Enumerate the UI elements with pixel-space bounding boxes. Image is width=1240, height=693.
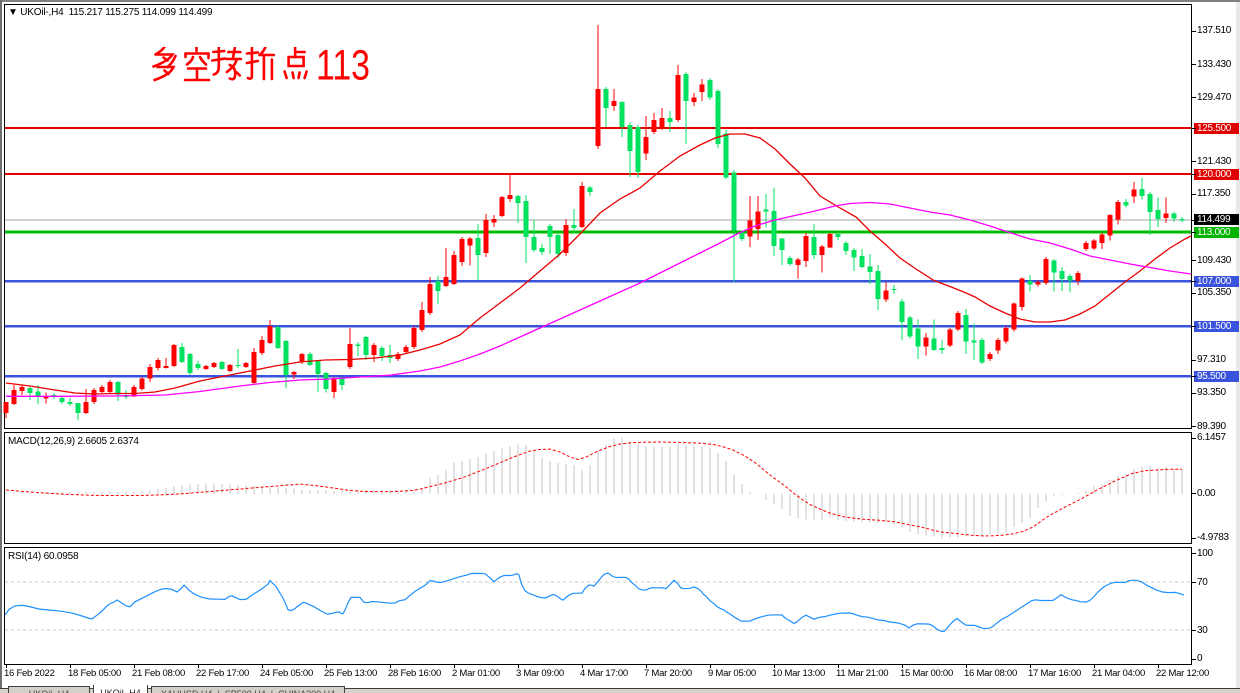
svg-text:113: 113 bbox=[316, 47, 370, 89]
